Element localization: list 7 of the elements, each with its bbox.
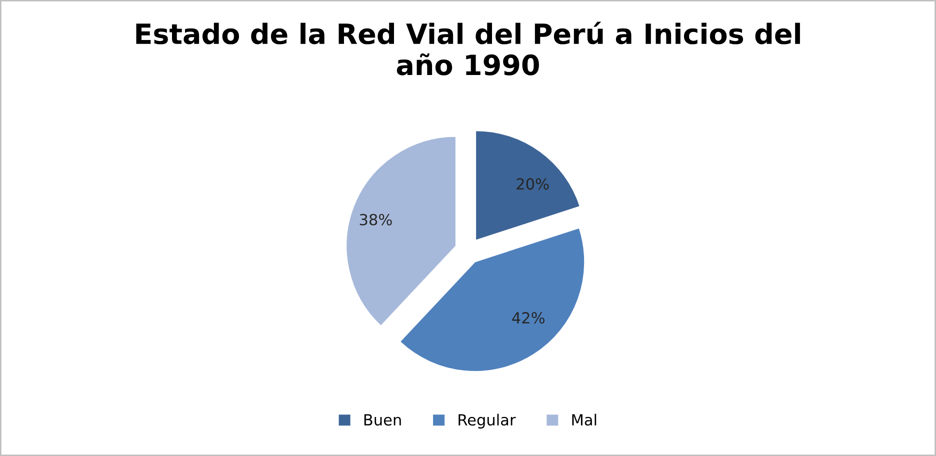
legend-label: Buen bbox=[364, 414, 401, 426]
data-label: 20% bbox=[516, 178, 549, 190]
data-label: 38% bbox=[360, 214, 392, 226]
chart-title: Estado de la Red Vial del Perú a Inicios del año 1990 bbox=[136, 22, 800, 76]
legend-label: Mal bbox=[572, 414, 596, 426]
legend-label: Regular bbox=[458, 414, 516, 429]
data-label: 42% bbox=[512, 312, 545, 324]
